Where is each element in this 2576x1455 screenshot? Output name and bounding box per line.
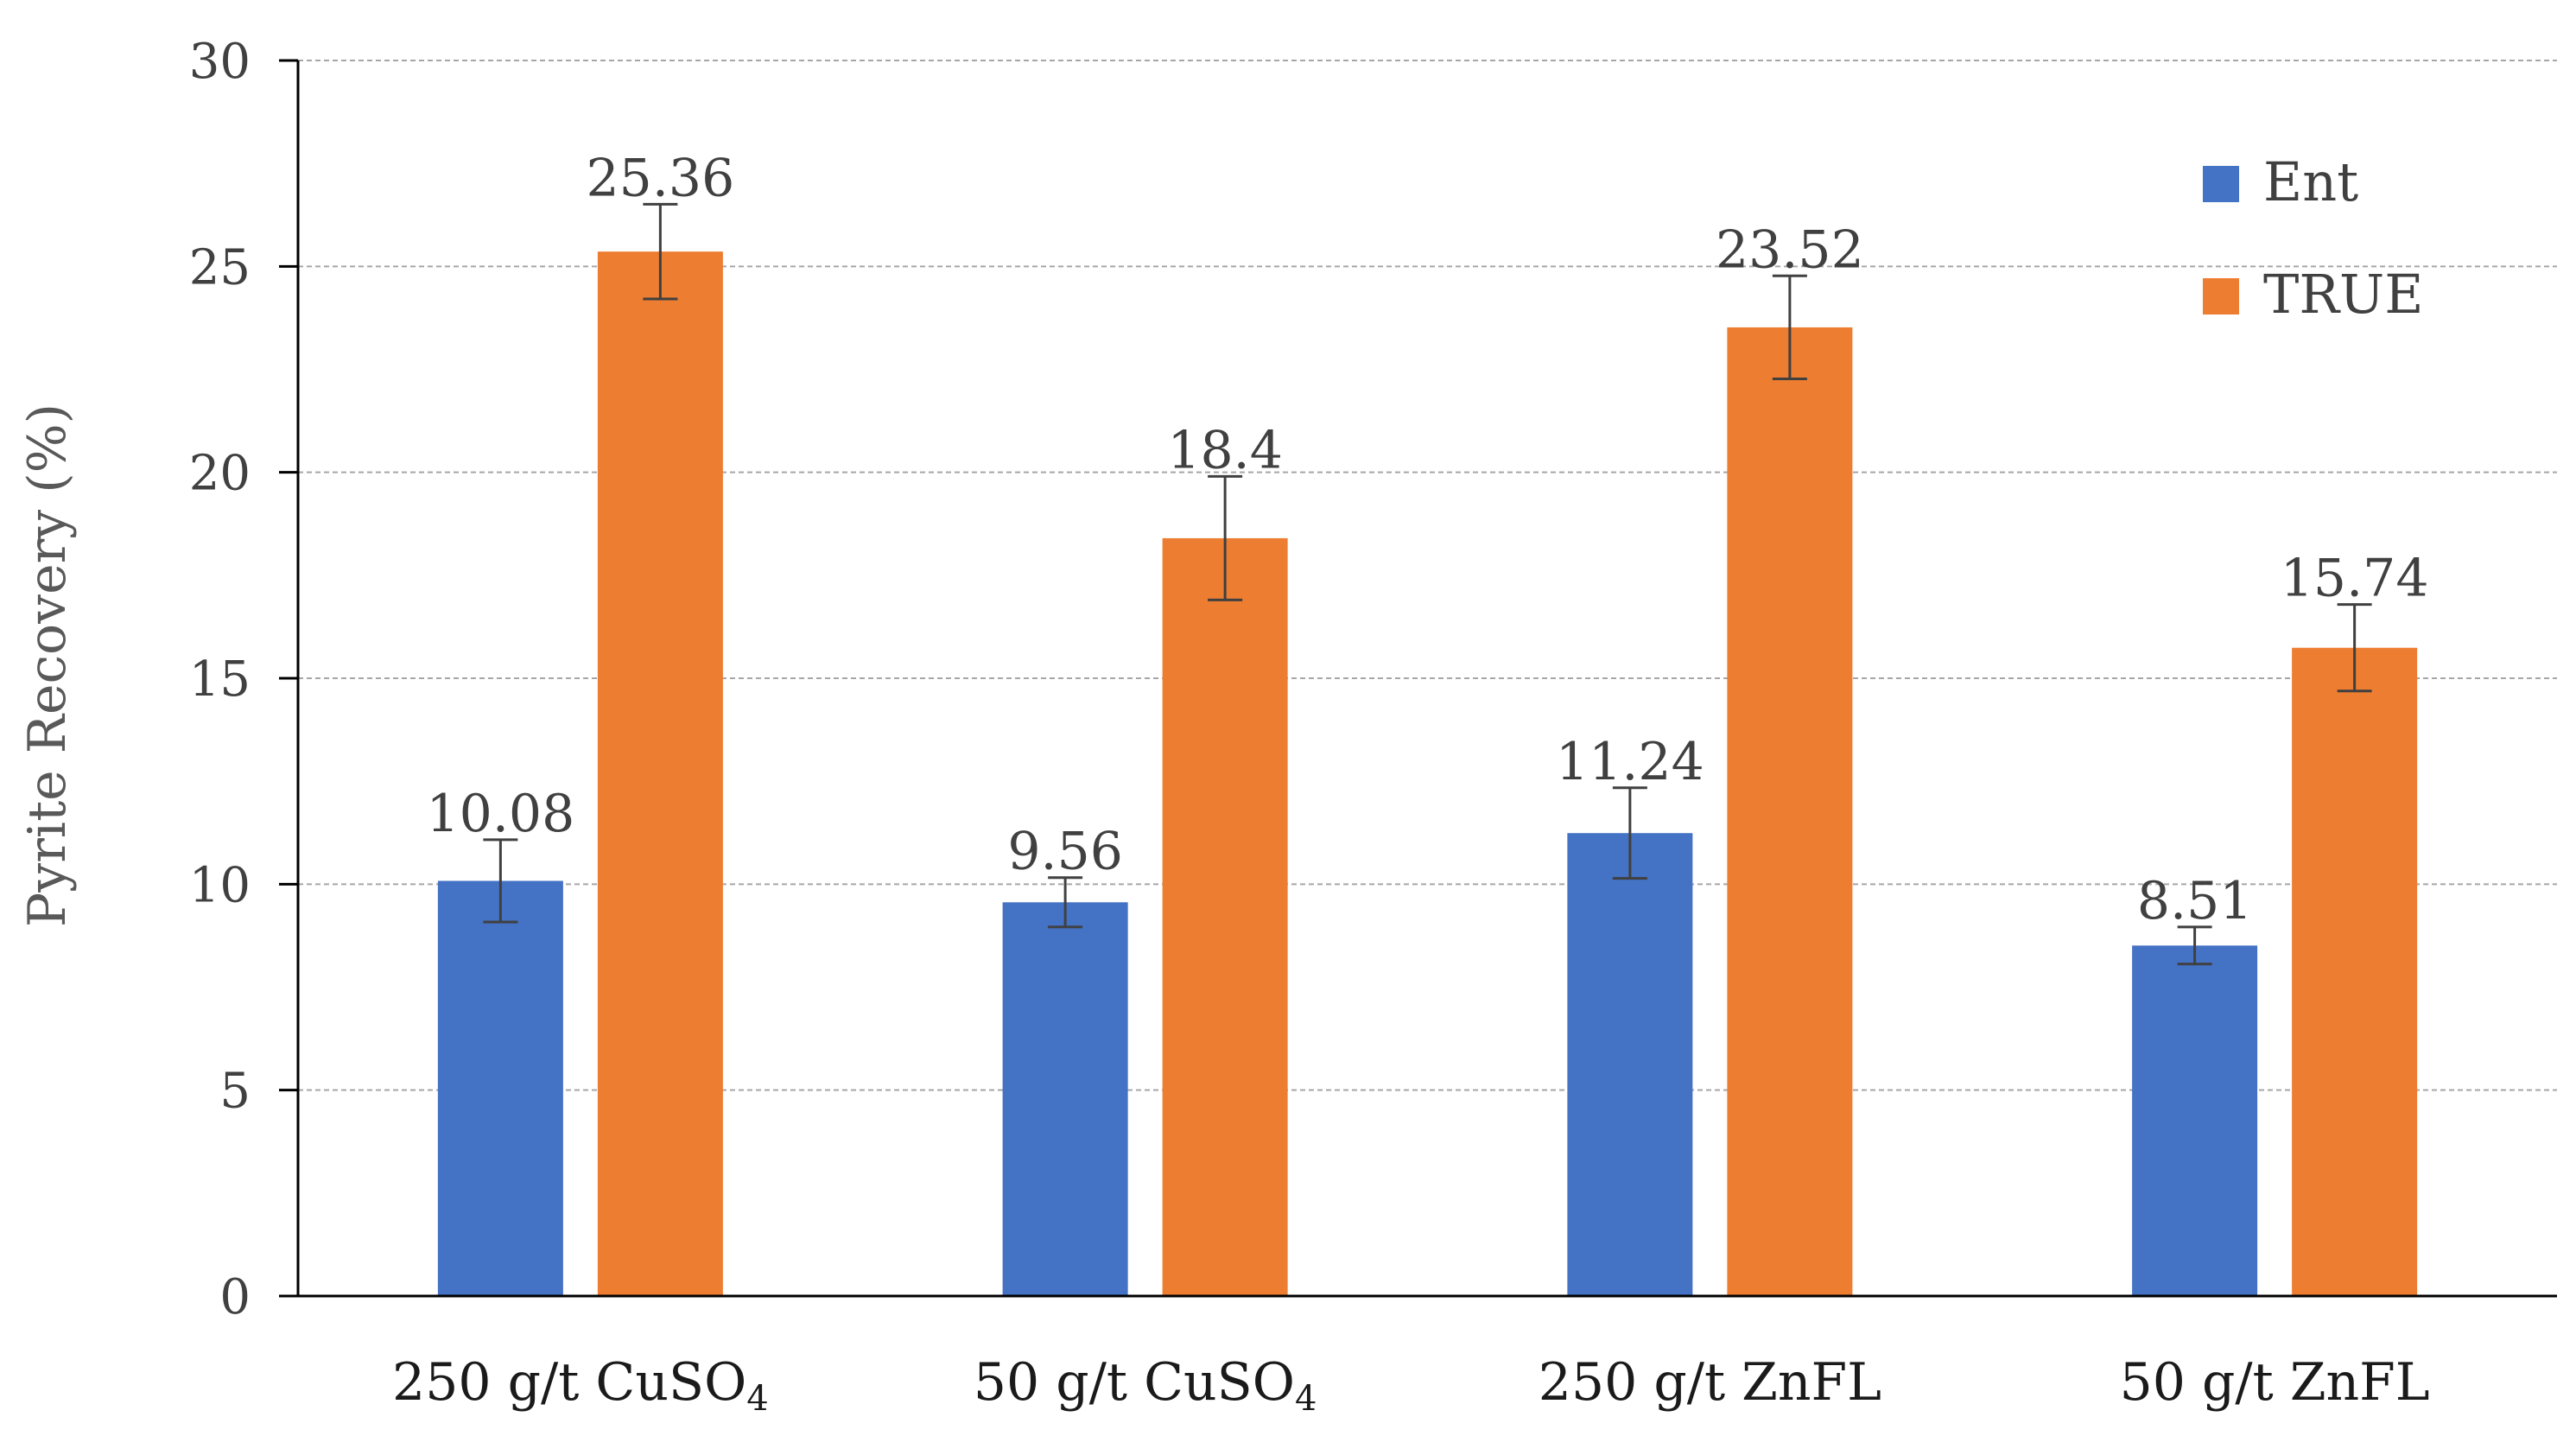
y-tick-label-5: 5 (219, 1064, 251, 1120)
x-category-label-4: 50 g/t ZnFL (2120, 1352, 2430, 1413)
legend-swatch-ent (2203, 166, 2239, 202)
y-tick-label-25: 25 (189, 239, 251, 295)
bar-true-2 (1162, 537, 1288, 1296)
x-category-label-3: 250 g/t ZnFL (1539, 1352, 1881, 1413)
bar-ent-4 (2132, 945, 2258, 1296)
error-bars (483, 202, 2372, 966)
bar-ent-2 (1002, 902, 1128, 1296)
bar-true-3 (1727, 327, 1853, 1296)
data-label-true-4: 15.74 (2281, 549, 2429, 609)
bar-ent-1 (437, 880, 563, 1296)
legend-label-ent: Ent (2263, 150, 2358, 213)
bar-ent-3 (1567, 833, 1693, 1296)
legend-label-true: TRUE (2263, 263, 2424, 326)
legend-swatch-true (2203, 278, 2239, 315)
data-label-ent-1: 10.08 (426, 784, 574, 844)
data-label-ent-3: 11.24 (1556, 732, 1704, 792)
data-label-true-2: 18.4 (1167, 420, 1283, 480)
y-tick-label-0: 0 (219, 1269, 251, 1325)
x-category-label-2: 50 g/t CuSO4 (974, 1352, 1317, 1419)
y-tick-label-15: 15 (189, 651, 251, 708)
x-category-label-1: 250 g/t CuSO4 (392, 1352, 769, 1419)
bars (437, 251, 2418, 1296)
y-tick-label-20: 20 (189, 446, 251, 502)
data-label-ent-4: 8.51 (2137, 871, 2253, 931)
y-tick-label-10: 10 (189, 857, 251, 913)
y-axis-title: Pyrite Recovery (%) (17, 403, 78, 927)
y-tick-label-30: 30 (189, 34, 251, 90)
bar-true-4 (2292, 647, 2418, 1296)
data-label-ent-2: 9.56 (1007, 822, 1123, 882)
axes: 0 5 10 15 20 25 30 250 g/t CuSO4 50 g/t CuSO4 250… (189, 34, 2557, 1419)
data-label-true-3: 23.52 (1716, 219, 1864, 280)
bar-true-1 (597, 251, 723, 1296)
data-label-true-1: 25.36 (586, 148, 734, 208)
data-labels: 10.08 25.36 9.56 18.4 11.24 23.52 8.51 15.74 (426, 148, 2428, 931)
legend: Ent TRUE (2203, 150, 2424, 326)
